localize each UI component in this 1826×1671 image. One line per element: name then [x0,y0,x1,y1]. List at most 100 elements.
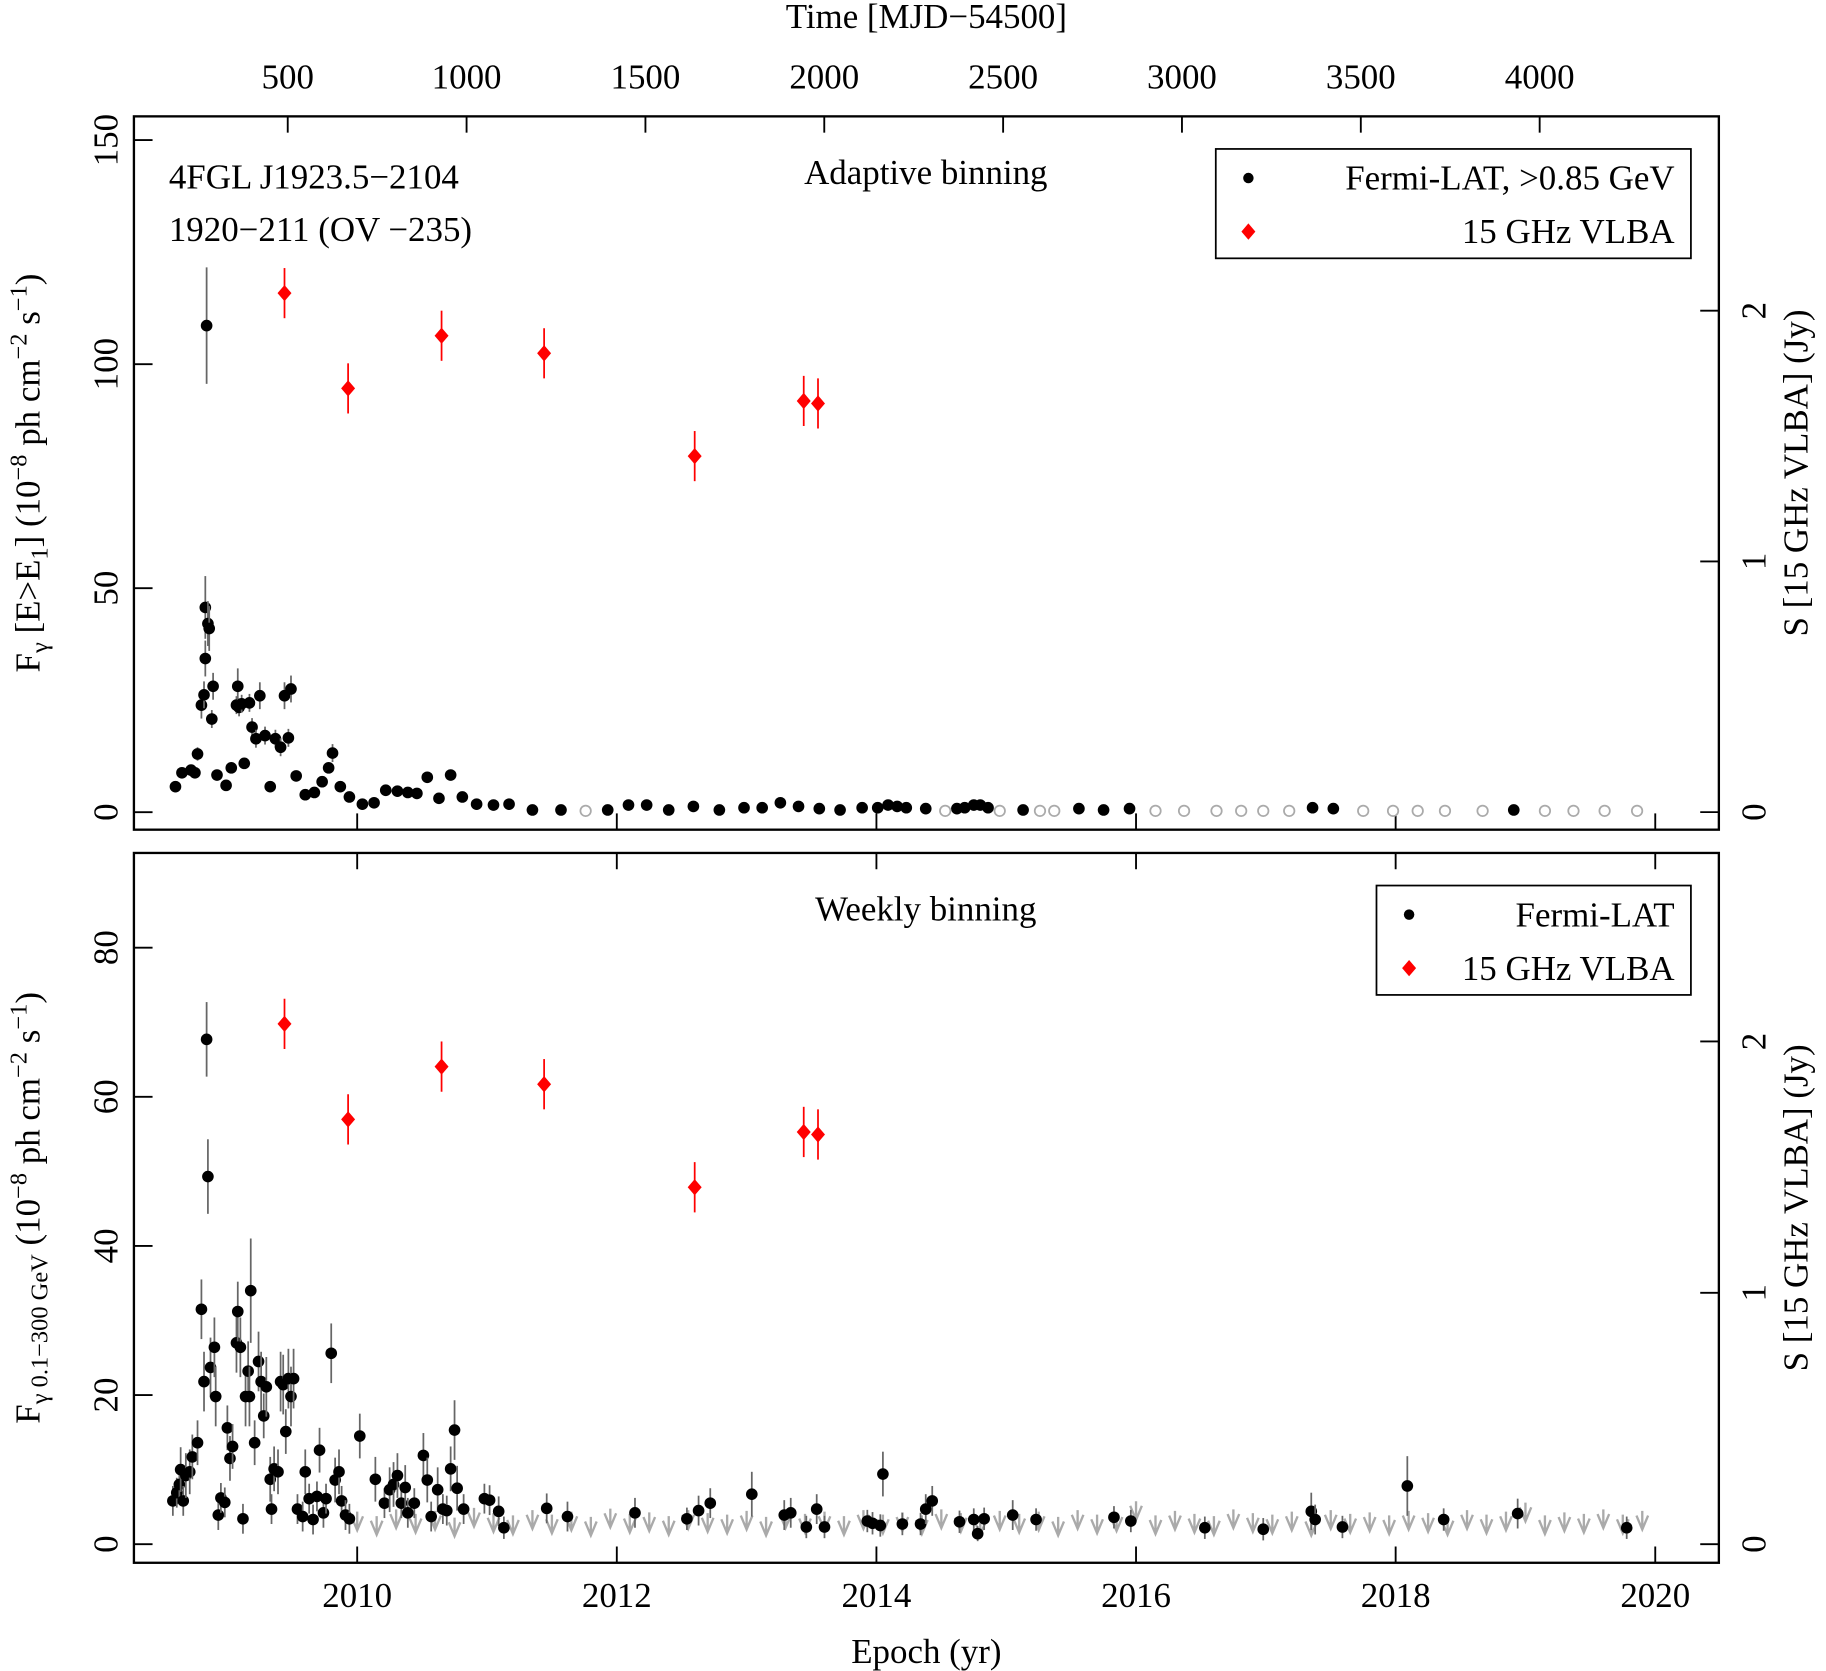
upper-limit-arrow [992,1510,1007,1533]
upper-limit-arrow [1635,1510,1650,1533]
plot-frame [132,115,1721,831]
upper-limit-arrow [1226,1509,1241,1532]
y-axis-label-part: ph cm [9,1078,48,1173]
vlba-point [811,395,825,412]
data-point [470,798,483,810]
data-point [299,1465,312,1478]
upper-limit-arrow [1460,1510,1474,1532]
data-point [1123,802,1136,815]
data-point [254,689,266,702]
upper-limit-arrow [1245,1513,1260,1535]
data-point [882,799,894,811]
data-point [818,1521,831,1533]
x-tick-label: 2012 [582,1576,652,1615]
data-point [326,747,339,759]
data-point [745,1488,758,1501]
data-point [457,1503,470,1515]
data-point [1073,802,1085,815]
y-axis-label-part: γ 0.1−300 GeV [27,1254,54,1405]
upper-limit-arrow [1265,1514,1280,1537]
y2-tick-label: 0 [1734,803,1773,820]
y-tick-label: 150 [87,114,126,166]
data-point [322,762,335,774]
data-point [200,1033,213,1046]
data-point [191,748,204,760]
upper-limit-arrow [447,1517,462,1540]
x2-tick-label: 2500 [968,57,1038,96]
data-point [444,1463,457,1475]
data-point [810,1503,823,1515]
data-point [417,1449,430,1462]
upper-limit-arrow [1323,1510,1338,1532]
data-point [186,1451,199,1463]
data-point [1199,1521,1211,1534]
data-point [285,1390,297,1403]
upper-limit-arrow [467,1507,481,1530]
data-point [356,798,369,810]
data-point [391,785,404,797]
legend-label: 15 GHz VLBA [1462,212,1675,251]
vlba-point [341,380,356,397]
data-point [259,729,271,742]
legend-marker [1243,172,1254,184]
data-point [601,804,614,816]
data-point [220,779,232,792]
data-point [335,1495,348,1507]
upper-limit-point [1567,804,1580,817]
data-point [264,1473,277,1486]
y-axis-label-part: ) [9,274,48,286]
upper-limit-arrow [1012,1513,1027,1536]
y-tick-label: 50 [87,571,126,606]
panel-subtitle: Weekly binning [815,889,1036,928]
x-tick-label: 2010 [322,1576,392,1615]
data-point [401,786,414,799]
vlba-point [277,284,292,302]
vlba-point [537,1076,552,1093]
data-point [205,713,218,725]
data-point [982,801,994,814]
data-point [399,1481,412,1494]
y-tick-label: 20 [87,1378,126,1413]
data-point [681,1512,693,1525]
data-point [1309,1513,1321,1526]
data-point [1125,1515,1137,1527]
y-axis-label-part: s [9,311,48,333]
data-point [1327,802,1340,815]
upper-limit-point [1538,804,1552,817]
data-point [191,1436,204,1449]
y-tick-label: 80 [87,930,126,965]
upper-limit-arrow [1538,1515,1552,1537]
data-point [279,1425,292,1438]
legend-marker [1403,909,1415,920]
data-point [391,1469,404,1482]
data-point [176,766,188,779]
data-point [1108,1511,1120,1524]
x-tick-label: 2020 [1620,1576,1690,1615]
legend-label: Fermi-LAT, >0.85 GeV [1345,159,1674,198]
y-tick-label: 40 [87,1228,126,1263]
data-point [379,784,392,797]
data-point [243,697,256,709]
data-point [244,1284,257,1297]
data-point [503,798,515,810]
upper-limit-point [1177,804,1191,817]
data-point [203,622,216,635]
upper-limit-arrow [837,1516,851,1538]
data-point [299,788,312,801]
x2-tick-label: 2000 [789,57,859,96]
data-point [498,1521,510,1534]
data-point [622,799,635,811]
x2-axis-label: Time [MJD−54500] [786,0,1067,36]
data-point [738,801,750,814]
data-point [1097,804,1110,816]
y-tick-label: 0 [87,803,126,820]
data-point [1257,1523,1270,1536]
data-point [246,721,258,733]
data-point [1620,1521,1633,1534]
data-point [199,652,212,665]
data-point [343,791,356,803]
upper-limit-point [1476,804,1489,817]
data-point [874,1519,887,1532]
data-point [209,1390,222,1403]
